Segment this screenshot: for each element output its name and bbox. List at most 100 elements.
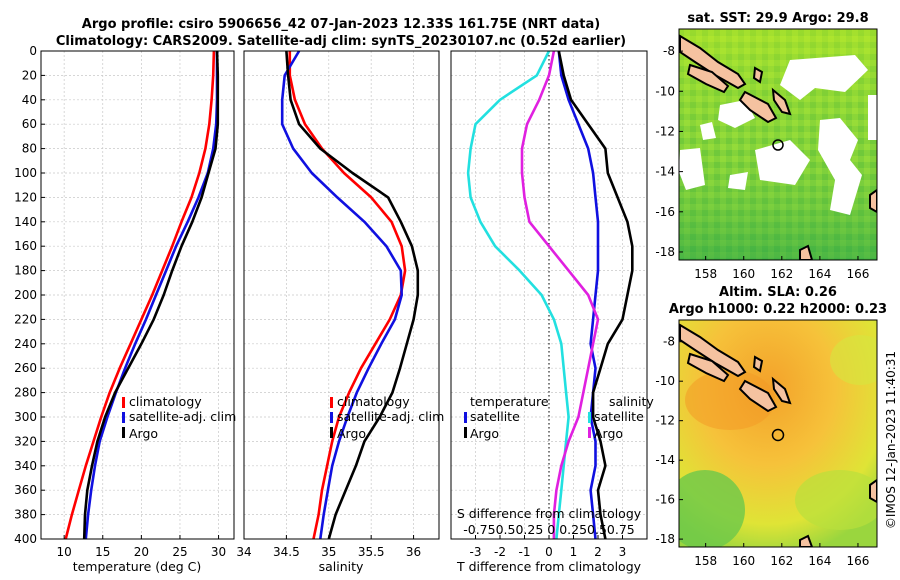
salinity-series: [280, 50, 420, 540]
imos-watermark: ©IMOS 12-Jan-2023 11:40:31: [884, 351, 898, 529]
x-tick-label: 36: [406, 545, 421, 559]
map-y-tick-label: -18: [655, 532, 675, 546]
series-line-salinity-argo: [520, 50, 600, 539]
temperature-gridlines: [41, 50, 234, 540]
sla-map-title-line2: Argo h1000: 0.22 h2000: 0.23: [669, 302, 887, 317]
y-tick-label: 120: [14, 190, 37, 204]
salinity-legend: climatology satellite-adj. clim Argo: [330, 394, 444, 441]
sla-low-northeast: [830, 335, 877, 385]
legend-swatch-satellite-adj: [330, 412, 333, 423]
map-x-tick-label: 162: [770, 554, 793, 568]
sst-map-y-ticks: -8 -10 -12 -14 -16 -18: [655, 44, 683, 259]
legend-label-argo: Argo: [129, 426, 158, 441]
sla-map-x-ticks: 158 160 162 164 166: [694, 543, 869, 568]
sla-map-frame: [678, 319, 878, 548]
x-tick-label: 3: [619, 545, 627, 559]
x-tick-label: 15: [95, 545, 110, 559]
y-tick-label: 300: [14, 410, 37, 424]
legend-swatch-s-argo: [588, 427, 591, 438]
map-y-tick-label: -12: [655, 414, 675, 428]
x-tick-label: 20: [134, 545, 149, 559]
salinity-panel: 34 34.5 35 35.5 36 salinity climatology sate…: [236, 50, 444, 574]
land-solomon-islands: [679, 34, 877, 260]
sla-map-y-ticks: -8 -10 -12 -14 -16 -18: [655, 335, 683, 546]
salinity-xlabel: salinity: [319, 559, 364, 574]
y-tick-label: 40: [22, 93, 37, 107]
legend-title-temperature: temperature: [470, 394, 549, 409]
map-x-tick-label: 162: [770, 267, 793, 281]
argo-float-marker: [771, 428, 785, 442]
difference-series: [466, 50, 634, 540]
series-line-argo: [285, 50, 420, 540]
s-difference-label: S difference from climatology: [457, 506, 642, 521]
y-tick-label: 200: [14, 288, 37, 302]
y-tick-label: 180: [14, 264, 37, 278]
argo-float-marker: [772, 139, 784, 151]
sla-map-field: [679, 320, 877, 547]
x-tick-label: -1: [519, 545, 531, 559]
x-tick-label: 1: [570, 545, 578, 559]
x-tick-label: 35: [321, 545, 336, 559]
difference-xlabel: T difference from climatology: [456, 559, 642, 574]
map-y-tick-label: -16: [655, 205, 675, 219]
temperature-y-ticks: 0 20 40 60 80 100 120 140 160 180 200 220 240 260 280 3…: [14, 44, 45, 546]
legend-title-salinity: salinity: [609, 394, 654, 409]
x-tick-label: 25: [172, 545, 187, 559]
x-tick-label: -2: [494, 545, 506, 559]
temperature-series: [64, 50, 220, 540]
difference-panel: -3 -2 -1 0 1 2 3 T difference from climatology…: [450, 50, 654, 574]
series-line-satellite-adj-clim: [84, 51, 219, 540]
y-tick-label: 220: [14, 312, 37, 326]
sst-map: sat. SST: 29.9 Argo: 29.8: [655, 11, 878, 281]
x-tick-label: 2: [594, 545, 602, 559]
difference-legend-temperature: temperature satellite Argo: [464, 394, 549, 441]
legend-swatch-t-argo: [464, 427, 467, 438]
s-difference-ticks: -0.750.50.25 0 0.250.50.75: [463, 522, 635, 537]
y-tick-label: 340: [14, 459, 37, 473]
sst-map-frame: [678, 28, 878, 261]
y-tick-label: 280: [14, 386, 37, 400]
map-x-tick-label: 158: [694, 554, 717, 568]
figure-title-line1: Argo profile: csiro 5906656_42 07-Jan-20…: [82, 17, 600, 32]
y-tick-label: 380: [14, 508, 37, 522]
sst-map-title: sat. SST: 29.9 Argo: 29.8: [687, 11, 868, 26]
legend-swatch-climatology: [330, 397, 333, 408]
y-tick-label: 0: [29, 44, 37, 58]
legend-label-satellite-adj: satellite-adj. clim: [337, 409, 444, 424]
temperature-xlabel: temperature (deg C): [73, 559, 202, 574]
map-y-tick-label: -10: [655, 84, 675, 98]
figure-title-line2: Climatology: CARS2009. Satellite-adj cli…: [56, 34, 626, 49]
map-x-tick-label: 160: [732, 554, 755, 568]
legend-label-argo: Argo: [337, 426, 366, 441]
salinity-gridlines: [243, 50, 439, 540]
map-y-tick-label: -14: [655, 165, 675, 179]
y-tick-label: 80: [22, 142, 37, 156]
legend-swatch-satellite-adj: [122, 412, 125, 423]
y-tick-label: 20: [22, 68, 37, 82]
y-tick-label: 100: [14, 166, 37, 180]
map-y-tick-label: -16: [655, 493, 675, 507]
legend-swatch-s-satellite: [588, 412, 591, 423]
x-tick-label: 30: [211, 545, 226, 559]
sla-map: Altim. SLA: 0.26 Argo h1000: 0.22 h2000:…: [655, 285, 887, 568]
series-line-temperature-argo: [557, 50, 634, 540]
temperature-x-ticks: 10 15 20 25 30: [57, 535, 226, 559]
y-tick-label: 260: [14, 361, 37, 375]
map-x-tick-label: 160: [732, 267, 755, 281]
sla-low-southeast: [795, 470, 877, 530]
y-tick-label: 60: [22, 117, 37, 131]
temperature-legend: climatology satellite-adj. clim Argo: [122, 394, 236, 441]
sla-map-title-line1: Altim. SLA: 0.26: [719, 285, 837, 300]
legend-swatch-argo: [330, 427, 333, 438]
difference-x-ticks: -3 -2 -1 0 1 2 3: [470, 535, 627, 559]
y-tick-label: 240: [14, 337, 37, 351]
map-x-tick-label: 166: [847, 554, 870, 568]
legend-label-t-satellite: satellite: [470, 409, 520, 424]
y-tick-label: 320: [14, 434, 37, 448]
legend-label-s-satellite: satellite: [594, 409, 644, 424]
legend-label-climatology: climatology: [129, 394, 202, 409]
legend-label-satellite-adj: satellite-adj. clim: [129, 409, 236, 424]
map-x-tick-label: 166: [847, 267, 870, 281]
map-x-tick-label: 164: [808, 267, 831, 281]
